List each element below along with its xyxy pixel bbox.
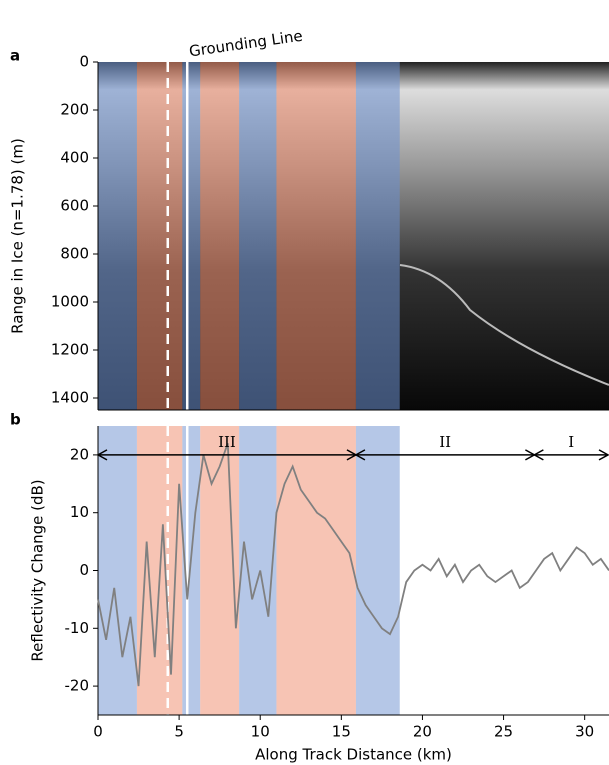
arrow-head: [354, 449, 366, 461]
panel-label: b: [10, 411, 21, 429]
y-tick-label: 800: [60, 245, 89, 263]
shaded-span: [98, 62, 137, 410]
x-tick-label: 10: [251, 723, 270, 741]
x-tick-label: 0: [93, 723, 103, 741]
panel-label: a: [10, 47, 20, 65]
y-axis-label: Reflectivity Change (dB): [29, 479, 47, 661]
y-tick-label: -20: [65, 677, 90, 695]
data-line: [97, 443, 609, 687]
x-tick-label: 25: [494, 723, 513, 741]
x-tick-label: 15: [332, 723, 351, 741]
x-tick-label: 30: [575, 723, 594, 741]
y-tick-label: 0: [79, 561, 89, 579]
y-tick-label: 1200: [51, 341, 89, 359]
y-tick-label: 0: [79, 53, 89, 71]
x-tick-label: 5: [174, 723, 184, 741]
y-tick-label: 400: [60, 149, 89, 167]
y-tick-label: 600: [60, 197, 89, 215]
shaded-span: [355, 62, 400, 410]
shaded-span: [239, 62, 277, 410]
x-tick-label: 20: [413, 723, 432, 741]
y-tick-label: 200: [60, 101, 89, 119]
arrow-head: [598, 449, 609, 461]
x-axis-label: Along Track Distance (km): [255, 746, 452, 764]
y-tick-label: 20: [70, 445, 89, 463]
region-label: I: [568, 433, 574, 451]
arrow-head: [96, 449, 108, 461]
shaded-span: [276, 426, 356, 715]
y-axis-label: Range in Ice (n=1.78) (m): [9, 138, 27, 334]
region-label: III: [218, 433, 236, 451]
region-label: II: [439, 433, 451, 451]
shaded-span: [136, 62, 183, 410]
shaded-span: [200, 62, 240, 410]
y-tick-label: 1000: [51, 293, 89, 311]
shaded-span: [355, 426, 400, 715]
arrow-head: [532, 449, 544, 461]
y-tick-label: 1400: [51, 389, 89, 407]
annotation: Grounding Line: [188, 27, 304, 61]
bed-reflector: [399, 264, 609, 386]
y-tick-label: 10: [70, 503, 89, 521]
shaded-span: [276, 62, 356, 410]
shaded-span: [98, 426, 137, 715]
shaded-span: [239, 426, 277, 715]
shaded-span: [182, 62, 201, 410]
y-tick-label: -10: [65, 619, 90, 637]
